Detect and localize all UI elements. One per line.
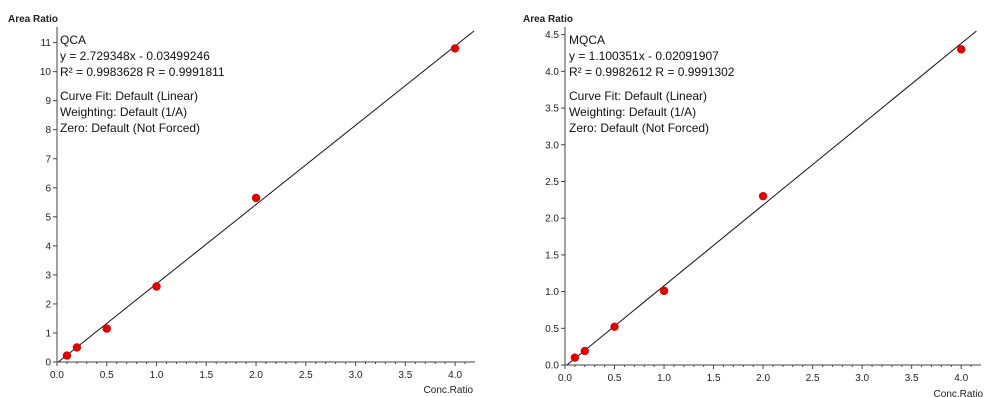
mqca-y-tick-label: 4.0 — [545, 67, 559, 78]
qca-annotation-line: QCA — [60, 33, 86, 47]
mqca-x-tick-label: 2.5 — [806, 373, 820, 384]
qca-data-point — [251, 193, 261, 203]
mqca-y-axis-title: Area Ratio — [523, 14, 573, 25]
qca-x-tick-label: 3.0 — [349, 370, 363, 381]
qca-x-tick-label: 2.5 — [299, 370, 313, 381]
qca-y-tick-label: 9 — [45, 96, 51, 107]
mqca-x-tick-label: 0.5 — [608, 373, 622, 384]
mqca-y-tick-label: 1.5 — [545, 250, 559, 261]
qca-data-point — [102, 324, 111, 333]
mqca-y-tick-label: 2.5 — [545, 177, 559, 188]
qca-x-tick-label: 0.0 — [50, 370, 64, 381]
qca-x-tick-label: 1.5 — [199, 370, 213, 381]
mqca-y-tick-label: 3.5 — [545, 104, 559, 115]
qca-x-tick-label: 3.5 — [398, 370, 412, 381]
qca-annotation-line: Curve Fit: Default (Linear) — [60, 89, 198, 103]
qca-y-tick-label: 10 — [40, 67, 52, 78]
mqca-annotation-line: Weighting: Default (1/A) — [569, 105, 696, 119]
mqca-data-point — [758, 191, 768, 201]
mqca-y-tick-label: 2.0 — [545, 214, 559, 225]
qca-data-point — [62, 351, 72, 360]
qca-y-tick-label: 3 — [45, 270, 51, 281]
qca-x-tick-label: 0.5 — [100, 370, 114, 381]
chart-mqca-svg: 0.0 0.5 1.0 1.5 2.0 2.5 3.0 3.5 4.0 0.0 0.5 1.0 1.5 2… — [523, 14, 984, 397]
mqca-data-point — [580, 346, 590, 356]
mqca-annotation-line: Zero: Default (Not Forced) — [569, 121, 709, 135]
qca-annotation-line: Zero: Default (Not Forced) — [60, 121, 200, 135]
mqca-annotation-line: R² = 0.9982612 R = 0.9991302 — [569, 65, 735, 79]
qca-y-axis-title: Area Ratio — [8, 14, 58, 25]
mqca-x-tick-label: 0.0 — [558, 373, 572, 384]
mqca-y-tick-label: 1.0 — [545, 287, 559, 298]
mqca-y-tick-label: 3.0 — [545, 140, 559, 151]
mqca-annotation-line: Curve Fit: Default (Linear) — [569, 89, 707, 103]
qca-x-tick-label: 4.0 — [448, 370, 462, 381]
qca-annotation-line: R² = 0.9983628 R = 0.9991811 — [60, 65, 225, 79]
mqca-y-tick-label: 0.5 — [545, 324, 559, 335]
qca-y-tick-label: 0 — [45, 358, 51, 369]
qca-y-tick-label: 1 — [45, 328, 51, 339]
mqca-x-tick-label: 1.5 — [707, 373, 721, 384]
chart-mqca: 0.0 0.5 1.0 1.5 2.0 2.5 3.0 3.5 4.0 0.0 0.5 1.0 1.5 2… — [515, 0, 986, 397]
chart-qca-svg: 0.0 0.5 1.0 1.5 2.0 2.5 3.0 3.5 4.0 0 1 2 3 4 5 6 7 8 9 10 1… — [8, 14, 475, 396]
qca-y-tick-label: 7 — [45, 154, 51, 165]
qca-y-tick-label: 11 — [41, 38, 52, 49]
mqca-y-tick-label: 4.5 — [545, 30, 559, 41]
qca-y-tick-label: 6 — [45, 183, 51, 194]
mqca-annotation-line: y = 1.100351x - 0.02091907 — [569, 49, 719, 63]
mqca-x-tick-label: 3.0 — [855, 373, 869, 384]
qca-annotation-line: Weighting: Default (1/A) — [60, 105, 187, 119]
mqca-x-tick-label: 1.0 — [657, 373, 671, 384]
mqca-x-tick-label: 2.0 — [756, 373, 770, 384]
qca-fit-line — [57, 30, 475, 363]
qca-y-tick-label: 4 — [45, 241, 51, 252]
qca-x-tick-label: 2.0 — [249, 370, 263, 381]
mqca-fit-line — [566, 30, 977, 366]
mqca-y-tick-label: 0.0 — [545, 361, 559, 372]
qca-x-tick-label: 1.0 — [150, 370, 164, 381]
qca-data-point — [450, 44, 460, 53]
qca-annotation-line: y = 2.729348x - 0.03499246 — [60, 49, 210, 63]
qca-y-tick-label: 5 — [45, 212, 51, 223]
qca-data-point — [152, 282, 161, 291]
mqca-x-axis-title: Conc.Ratio — [934, 389, 984, 397]
mqca-x-tick-label: 3.5 — [905, 373, 919, 384]
qca-data-point — [72, 343, 82, 352]
qca-x-axis-title: Conc.Ratio — [424, 385, 474, 396]
mqca-x-tick-label: 4.0 — [954, 373, 968, 384]
mqca-data-point — [570, 353, 580, 362]
mqca-data-point — [956, 45, 966, 54]
mqca-annotation-line: MQCA — [569, 33, 605, 47]
mqca-data-point — [659, 286, 669, 296]
chart-qca: 0.0 0.5 1.0 1.5 2.0 2.5 3.0 3.5 4.0 0 1 2 3 4 5 6 7 8 9 10 1… — [0, 0, 480, 397]
qca-y-tick-label: 8 — [45, 125, 51, 136]
mqca-data-point — [610, 322, 619, 332]
qca-y-tick-label: 2 — [45, 299, 51, 310]
